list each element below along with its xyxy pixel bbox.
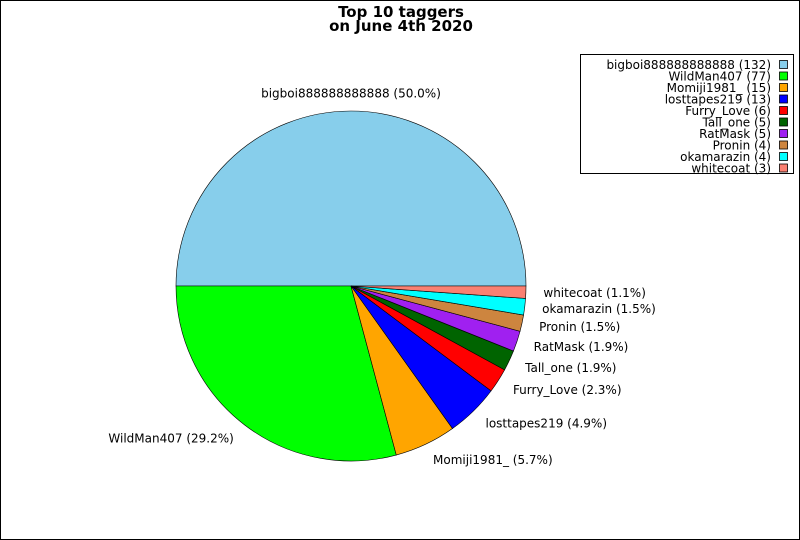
legend-entry: RatMask (5) (699, 127, 771, 141)
slice-label: okamarazin (1.5%) (542, 302, 656, 316)
pie-slice-WildMan407 (175, 285, 397, 462)
legend-swatch (779, 152, 788, 161)
slice-label: Momiji1981_ (5.7%) (433, 453, 553, 467)
legend-box (580, 54, 794, 174)
slice-label: Pronin (1.5%) (539, 320, 620, 334)
legend-entry: Pronin (4) (713, 139, 771, 153)
legend-swatch (779, 83, 788, 92)
pie-slice-whitecoat (350, 285, 527, 299)
slice-label: Furry_Love (2.3%) (513, 383, 622, 397)
legend-entry: losttapes219 (13) (665, 93, 771, 107)
legend-entry: Momiji1981_ (15) (667, 81, 771, 95)
slice-label: whitecoat (1.1%) (543, 286, 646, 300)
slice-label: RatMask (1.9%) (534, 340, 629, 354)
slice-label: bigboi888888888888 (50.0%) (261, 87, 441, 101)
legend-swatch (779, 129, 788, 138)
legend-swatch (779, 71, 788, 81)
pie-slice-bigboi888888888888 (175, 110, 527, 287)
legend-swatch (779, 106, 788, 115)
legend-swatch (779, 163, 788, 173)
slice-label: Tall_one (1.9%) (524, 361, 616, 375)
legend-entry: bigboi888888888888 (132) (606, 58, 771, 72)
legend-swatch (779, 117, 788, 127)
chart-title-line-2: on June 4th 2020 (329, 17, 473, 35)
legend-entry: Furry_Love (6) (685, 104, 771, 118)
legend-entry: whitecoat (3) (691, 162, 771, 176)
legend-swatch (779, 60, 788, 69)
legend: bigboi888888888888 (132)WildMan407 (77)M… (580, 54, 794, 176)
legend-swatch (779, 140, 788, 150)
legend-swatch (779, 94, 788, 104)
slice-label: WildMan407 (29.2%) (108, 432, 233, 446)
legend-entry: Tall_one (5) (701, 116, 771, 130)
slice-label: losttapes219 (4.9%) (485, 417, 607, 431)
chart-title-line-1: Top 10 taggers (338, 3, 464, 21)
legend-entry: okamarazin (4) (680, 150, 771, 164)
legend-entry: WildMan407 (77) (668, 70, 771, 84)
